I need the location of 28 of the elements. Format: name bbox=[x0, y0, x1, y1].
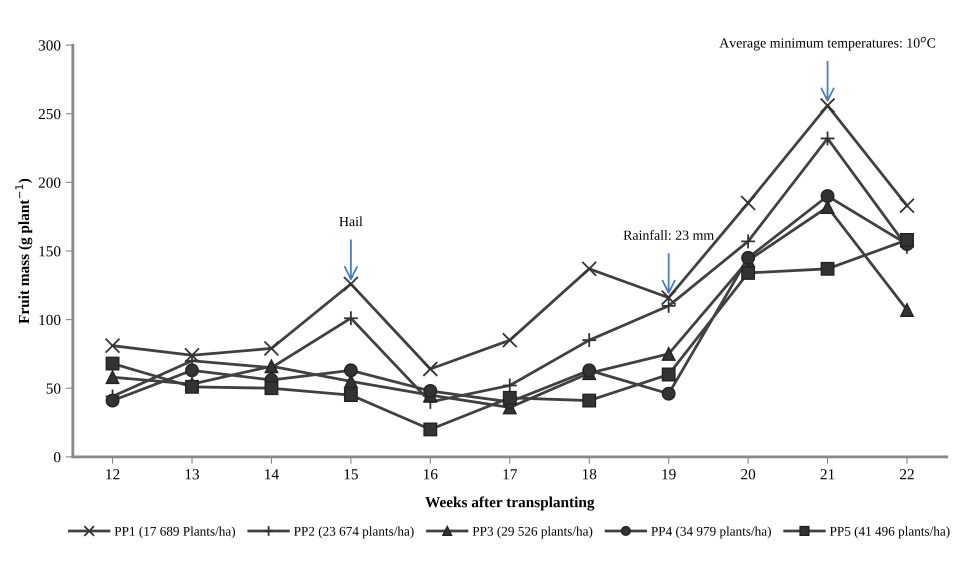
x-tick-label: 13 bbox=[186, 469, 200, 480]
legend-label: PP5 (41 496 plants/ha) bbox=[830, 526, 950, 538]
x-tick-label: 19 bbox=[662, 469, 676, 480]
annotation: Rainfall: 23 mm bbox=[624, 230, 714, 240]
x-tick-label: 16 bbox=[424, 469, 438, 480]
y-axis-title: Fruit mass (g plant$^{−1}$) bbox=[15, 178, 32, 324]
y-tick-label: 200 bbox=[38, 178, 60, 188]
x-tick-label: 22 bbox=[900, 469, 914, 480]
x-tick-label: 21 bbox=[820, 469, 834, 480]
y-tick-label: 50 bbox=[46, 383, 60, 394]
x-tick-label: 17 bbox=[503, 469, 517, 480]
annotation: Hail bbox=[339, 216, 363, 226]
y-tick-label: 300 bbox=[38, 40, 60, 51]
x-tick-label: 18 bbox=[582, 469, 596, 480]
legend-label: PP1 (17 689 Plants/ha) bbox=[114, 526, 236, 538]
legend-label: PP2 (23 674 plants/ha) bbox=[294, 526, 414, 538]
x-axis-title: Weeks after transplanting bbox=[425, 496, 594, 511]
x-tick-label: 14 bbox=[265, 469, 279, 480]
y-tick-label: 150 bbox=[39, 246, 60, 256]
x-tick-label: 20 bbox=[741, 469, 756, 480]
legend-label: PP3 (29 526 plants/ha) bbox=[472, 526, 592, 538]
x-tick-label: 15 bbox=[344, 469, 358, 480]
y-tick-label: 100 bbox=[39, 314, 60, 326]
x-tick-label: 12 bbox=[106, 469, 120, 480]
legend-label: PP4 (34 979 plants/ha) bbox=[651, 526, 771, 538]
y-tick-label: 0 bbox=[54, 452, 60, 462]
y-tick-label: 250 bbox=[38, 108, 60, 120]
annotation: Average minimum temperatures: 10$^{o}$C bbox=[719, 36, 936, 50]
